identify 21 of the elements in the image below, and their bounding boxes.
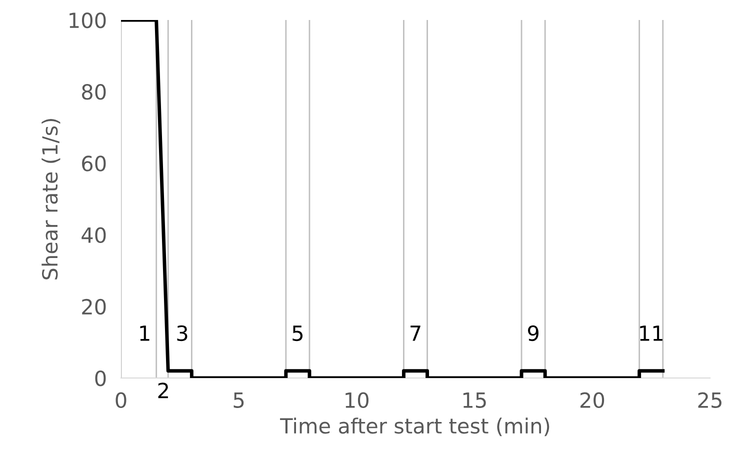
y-tick-label: 60 [82, 156, 106, 172]
x-tick-label: 25 [698, 392, 722, 408]
y-tick-label: 80 [82, 84, 106, 100]
x-tick-label: 15 [463, 392, 486, 408]
annotation: 3 [177, 325, 188, 342]
y-tick-label: 0 [95, 370, 106, 386]
x-axis-title: Time after start test (min) [280, 418, 550, 436]
x-tick-label: 20 [580, 392, 604, 408]
y-tick-label: 20 [82, 298, 106, 315]
x-tick-label: 10 [346, 392, 368, 408]
y-tick-label: 40 [82, 227, 106, 244]
text: 2 [158, 382, 168, 398]
y-axis-title: Shear rate (1/s) [42, 119, 60, 280]
annotation: 1 [140, 326, 150, 341]
x-tick-label: 0 [116, 392, 126, 408]
x-tick-label: 5 [234, 392, 244, 408]
annotation: 7 [410, 326, 420, 341]
annotation: 11 [640, 326, 662, 341]
y-tick-label: 100 [70, 12, 106, 28]
annotation: 5 [292, 326, 303, 342]
annotation: 9 [528, 325, 538, 342]
